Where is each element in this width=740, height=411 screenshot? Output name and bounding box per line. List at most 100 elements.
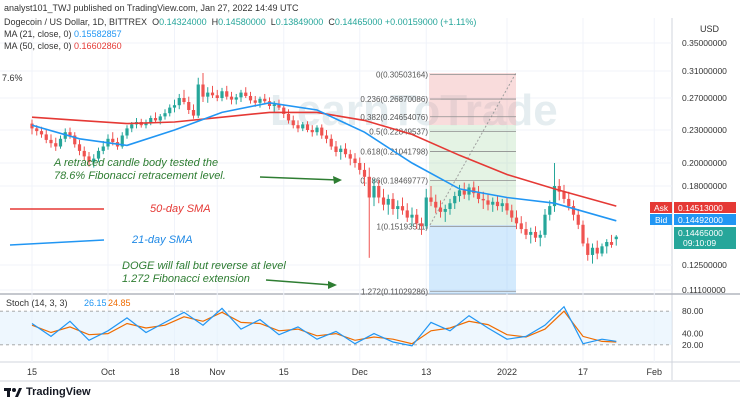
candle-body (206, 92, 210, 97)
annotation-doge-arrowhead (328, 281, 337, 289)
ask-tag-value: 0.14513000 (678, 203, 723, 213)
candle-body (505, 203, 509, 211)
candle-body (434, 201, 438, 208)
ma50-legend-label: MA (50, close, 0) (4, 41, 72, 51)
candle-body (372, 186, 376, 198)
annotation-retrace-arrowhead (333, 176, 342, 184)
time-tick-label: 18 (169, 367, 179, 377)
fibonacci-zones (429, 72, 517, 294)
candle-body (362, 169, 367, 177)
price-tick-label: 0.20000000 (682, 158, 727, 168)
annotation-doge-line1: DOGE will fall but reverse at level (122, 260, 286, 272)
bid-tag-value-box (674, 214, 736, 225)
candle-body (410, 214, 414, 218)
candle-body (177, 98, 181, 106)
candle-body (476, 193, 481, 199)
candle-body (182, 98, 186, 102)
candle-body (282, 107, 286, 114)
candle-body (581, 224, 585, 244)
candle-body (457, 190, 462, 197)
fib-level-label: 0.382(0.24654076) (360, 113, 428, 122)
candle-body (229, 96, 234, 100)
ma50-legend[interactable]: MA (50, close, 0) 0.16602860 (4, 41, 122, 51)
candle-body (163, 113, 167, 117)
candle-body (562, 191, 566, 199)
fib-level-label: 1(0.15193511) (377, 222, 429, 231)
currency-label: USD (700, 24, 720, 34)
candle-body (491, 201, 495, 205)
candle-body (453, 196, 457, 204)
candle-body (101, 146, 105, 151)
time-tick-label: Feb (646, 367, 662, 377)
bid-tag: Bid 0.14492000 (650, 214, 736, 225)
candle-body (220, 91, 224, 98)
price-tick-label: 0.11100000 (682, 285, 726, 295)
candle-body (39, 131, 44, 135)
ma21-legend-value: 0.15582857 (74, 29, 122, 39)
candle-body (391, 198, 395, 209)
candle-body (277, 104, 281, 108)
candle-body (77, 144, 82, 151)
price-tick-label: 0.31000000 (682, 66, 727, 76)
candle-body (609, 242, 614, 245)
ma21-line (31, 101, 617, 222)
annotation-doge: DOGE will fall but reverse at level 1.27… (122, 260, 337, 289)
stoch-band-fill (0, 311, 672, 345)
candle-body (73, 135, 77, 145)
fib-level-label: 0(0.30503164) (376, 70, 428, 79)
candle-body (348, 154, 352, 159)
left-fragment: 7.6% (2, 73, 23, 83)
candle-body (500, 203, 504, 207)
time-tick-label: 15 (279, 367, 289, 377)
price-tick-label: 0.12500000 (682, 260, 727, 270)
candle-body (168, 107, 172, 114)
candle-body (44, 134, 48, 140)
ask-tag: Ask 0.14513000 (650, 202, 736, 213)
publisher-line: analyst101_TWJ published on TradingView.… (4, 3, 299, 13)
time-tick-label: 2022 (497, 367, 517, 377)
candle-body (377, 186, 381, 198)
footer-brand[interactable]: TradingView (4, 386, 91, 398)
candle-body (315, 127, 319, 133)
ma50-legend-value: 0.16602860 (74, 41, 122, 51)
candle-body (320, 127, 324, 136)
candle-body (191, 110, 196, 116)
candle-body (396, 206, 400, 209)
candle-body (438, 207, 443, 212)
candle-body (258, 98, 262, 103)
price-axis[interactable]: 0.35000000 0.31000000 0.27000000 0.23000000… (682, 38, 727, 295)
candle-body (329, 138, 333, 147)
candle-body (149, 118, 153, 123)
candle-body (405, 210, 409, 218)
sma21-legend-line (9, 239, 105, 246)
candle-body (144, 122, 148, 126)
footer-brand-text: TradingView (26, 386, 91, 398)
candle-body (595, 247, 599, 254)
candle-body (310, 130, 314, 133)
candle-body (419, 223, 424, 227)
last-price-value: 0.14465000 (678, 228, 723, 238)
fib-level-label: 0.236(0.26870086) (360, 95, 428, 104)
candle-body (324, 135, 329, 139)
candle-body (49, 139, 53, 144)
time-axis[interactable]: 15 Oct 18 Nov 15 Dec 13 2022 17 Feb (27, 367, 662, 377)
fibonacci-levels: 0(0.30503164) 0.236(0.26870086) 0.382(0.24… (360, 70, 516, 296)
annotation-doge-line2: 1.272 Fibonacci extension (122, 273, 250, 285)
candle-body (291, 120, 295, 126)
candle-body (586, 243, 590, 255)
candle-body (96, 150, 101, 159)
ma21-legend-label: MA (21, close, 0) (4, 29, 72, 39)
annotation-retrace-arrow (259, 176, 339, 181)
ask-tag-label-box (650, 202, 672, 213)
ma21-legend[interactable]: MA (21, close, 0) 0.15582857 (4, 29, 122, 39)
candle-body (263, 98, 267, 102)
fib-target-zone-green (429, 125, 516, 225)
candle-body (244, 92, 248, 96)
candle-body (557, 186, 561, 192)
time-tick-label: Oct (101, 367, 116, 377)
last-price-tag: 0.14465000 09:10:09 (674, 227, 736, 249)
candle-body (272, 104, 276, 106)
ohlc-low: L0.13849000 (268, 17, 324, 27)
